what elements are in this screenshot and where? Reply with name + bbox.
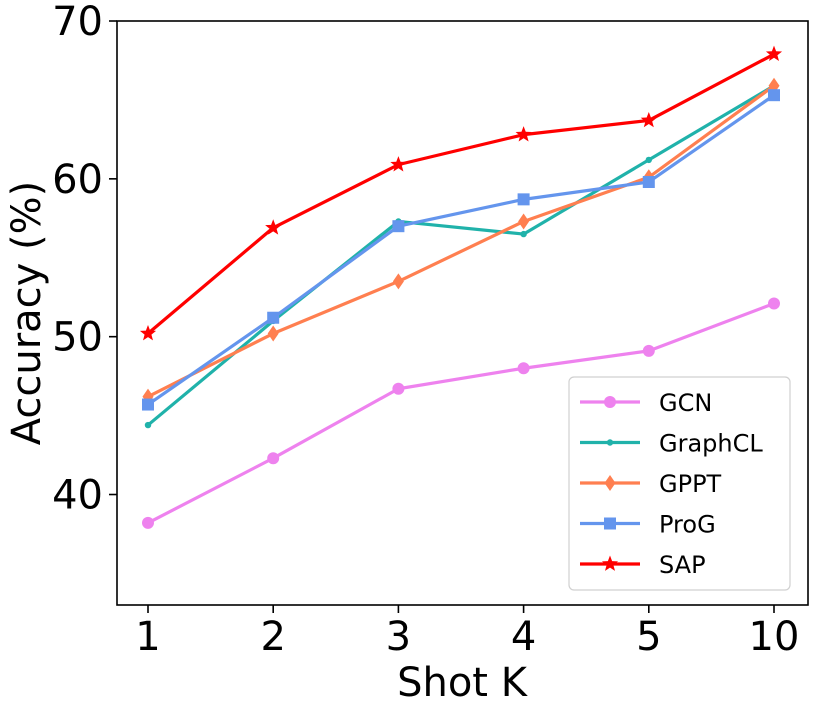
- data-point-sap: [139, 325, 157, 341]
- data-point-gcn: [517, 362, 530, 375]
- data-point-sap: [390, 156, 407, 172]
- data-point-gcn: [142, 516, 154, 529]
- y-tick-label: 70: [52, 0, 103, 45]
- data-point-prog: [142, 398, 154, 411]
- data-point-gcn: [392, 382, 405, 395]
- legend-marker-gppt: [604, 475, 616, 491]
- legend-marker-sap: [601, 555, 619, 571]
- legend-marker-gcn: [604, 396, 616, 408]
- x-tick-label: 3: [386, 614, 411, 660]
- legend-label-prog: ProG: [659, 511, 716, 539]
- series-line-gcn: [147, 302, 775, 525]
- data-point-prog: [267, 311, 280, 324]
- x-tick-label: 4: [511, 614, 536, 660]
- data-point-gcn: [768, 297, 780, 310]
- x-tick-label: 1: [135, 614, 160, 660]
- data-point-gcn: [642, 344, 655, 357]
- data-point-sap: [640, 111, 657, 128]
- data-point-prog: [517, 193, 530, 206]
- data-point-graphcl: [520, 230, 527, 238]
- data-point-prog: [642, 175, 655, 188]
- legend: GCN GraphCL GPPT ProG SAP: [568, 376, 791, 591]
- x-tick-label: 10: [749, 614, 800, 660]
- legend-label-gcn: GCN: [659, 389, 712, 417]
- data-point-gcn: [267, 452, 280, 465]
- x-axis-title: Shot K: [397, 660, 529, 706]
- data-point-sap: [765, 45, 783, 62]
- y-axis-title: Accuracy (%): [4, 181, 50, 446]
- legend-label-gppt: GPPT: [659, 470, 722, 498]
- data-point-graphcl: [144, 421, 152, 429]
- data-point-prog: [392, 220, 405, 233]
- legend-label-graphcl: GraphCL: [659, 430, 763, 458]
- legend-marker-graphcl: [606, 439, 614, 446]
- data-point-prog: [768, 89, 780, 102]
- legend-box: [568, 376, 791, 591]
- series-line-sap: [146, 52, 775, 335]
- legend-marker-prog: [604, 517, 616, 530]
- data-point-sap: [515, 126, 532, 142]
- series-line-gppt: [147, 84, 775, 399]
- data-point-gppt: [267, 325, 279, 342]
- y-tick-label: 50: [52, 315, 103, 361]
- x-tick-label: 2: [260, 614, 285, 660]
- legend-label-sap: SAP: [659, 551, 706, 579]
- data-point-gppt: [392, 273, 404, 290]
- axes-frame: [116, 20, 809, 606]
- data-point-graphcl: [645, 156, 652, 164]
- axis-ticks: 1 2 3 4 5 10 40 50 60 70: [52, 0, 799, 660]
- y-tick-label: 40: [52, 473, 103, 519]
- plot-area: [139, 45, 783, 529]
- x-tick-label: 5: [636, 614, 661, 660]
- y-tick-label: 60: [52, 157, 103, 203]
- data-point-sap: [265, 219, 282, 235]
- series-line-prog: [147, 93, 775, 406]
- data-point-gppt: [518, 213, 530, 230]
- series-line-graphcl: [146, 84, 775, 427]
